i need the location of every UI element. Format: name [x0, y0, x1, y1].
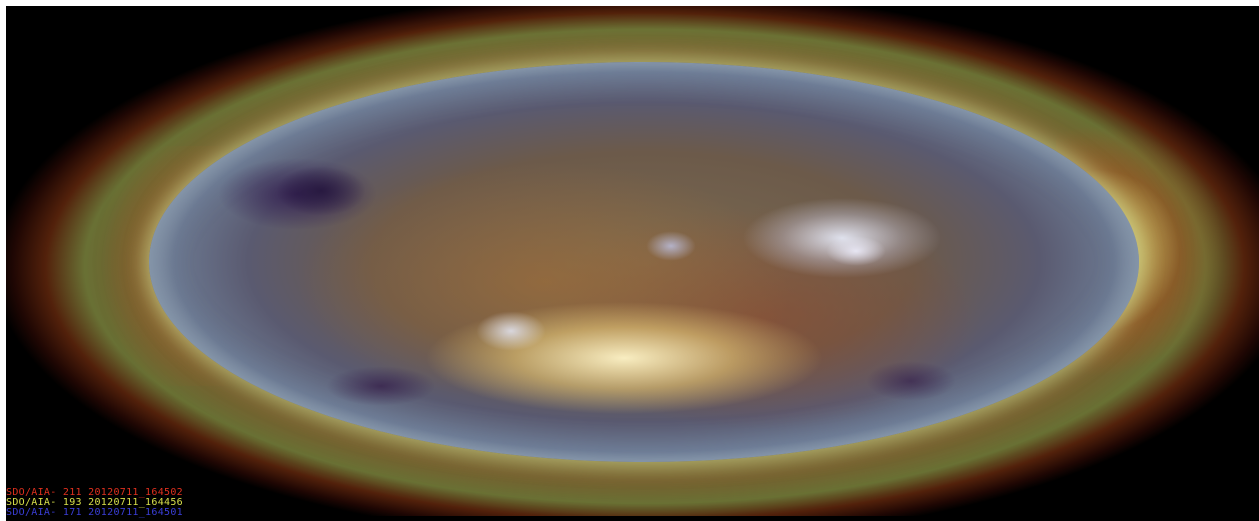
- solar-image-frame: [6, 6, 1259, 521]
- bright-point: [646, 231, 696, 261]
- instrument-captions: SDO/AIA- 211 20120711_164502 SDO/AIA- 19…: [6, 488, 183, 518]
- bright-point: [826, 236, 886, 266]
- dark-region: [326, 366, 436, 406]
- caption-171: SDO/AIA- 171 20120711_164501: [6, 507, 183, 518]
- dark-region: [276, 166, 366, 216]
- sun-disk: [149, 62, 1139, 462]
- bright-point: [476, 311, 546, 351]
- caption-211: SDO/AIA- 211 20120711_164502: [6, 487, 183, 498]
- dark-region: [866, 361, 956, 401]
- sun-limb: [149, 62, 1139, 462]
- caption-193: SDO/AIA- 193 20120711_164456: [6, 497, 183, 508]
